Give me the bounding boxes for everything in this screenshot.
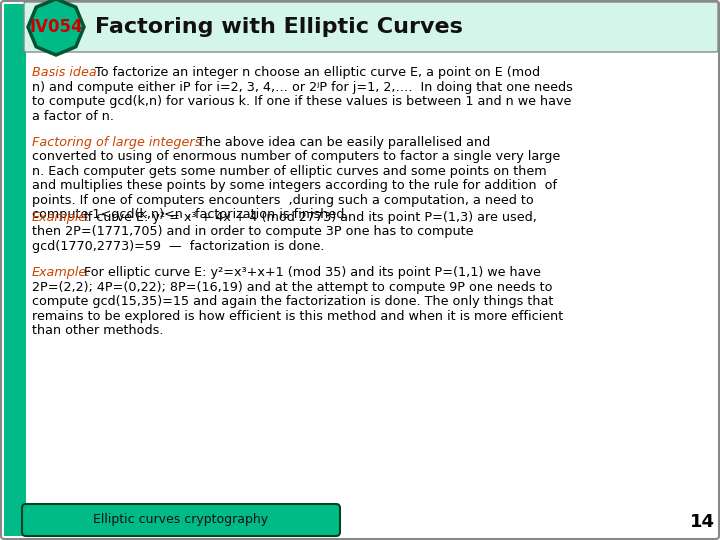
Bar: [4, 4, 26, 536]
Text: gcd(1770,2773)=59  —  factorization is done.: gcd(1770,2773)=59 — factorization is don…: [32, 240, 325, 253]
Text: Example:: Example:: [32, 211, 91, 224]
Text: then 2P=(1771,705) and in order to compute 3P one has to compute: then 2P=(1771,705) and in order to compu…: [32, 226, 474, 239]
Text: 14: 14: [690, 513, 714, 531]
Text: IV054: IV054: [30, 18, 83, 36]
Text: points. If one of computers encounters  ,during such a computation, a need to: points. If one of computers encounters ,…: [32, 194, 534, 207]
Text: To factorize an integer n choose an elliptic curve E, a point on E (mod: To factorize an integer n choose an elli…: [95, 66, 540, 79]
Text: The above idea can be easily parallelised and: The above idea can be easily parallelise…: [197, 136, 490, 148]
Polygon shape: [28, 0, 84, 55]
Text: and multiplies these points by some integers according to the rule for addition : and multiplies these points by some inte…: [32, 179, 557, 192]
Text: Basis idea:: Basis idea:: [32, 66, 101, 79]
Text: n) and compute either iP for i=2, 3, 4,… or 2ʲP for j=1, 2,….  In doing that one: n) and compute either iP for i=2, 3, 4,……: [32, 80, 573, 93]
Text: converted to using of enormous number of computers to factor a single very large: converted to using of enormous number of…: [32, 150, 560, 163]
Text: Elliptic curves cryptography: Elliptic curves cryptography: [94, 514, 269, 526]
FancyBboxPatch shape: [22, 504, 340, 536]
Text: For elliptic curve E: y²=x³+x+1 (mod 35) and its point P=(1,1) we have: For elliptic curve E: y²=x³+x+1 (mod 35)…: [84, 266, 541, 279]
Text: to compute gcd(k,n) for various k. If one if these values is between 1 and n we : to compute gcd(k,n) for various k. If on…: [32, 95, 572, 108]
Text: a factor of n.: a factor of n.: [32, 110, 114, 123]
Text: remains to be explored is how efficient is this method and when it is more effic: remains to be explored is how efficient …: [32, 309, 563, 322]
Text: compute gcd(15,35)=15 and again the factorization is done. The only things that: compute gcd(15,35)=15 and again the fact…: [32, 295, 554, 308]
Text: Factoring of large integers:: Factoring of large integers:: [32, 136, 205, 148]
Text: than other methods.: than other methods.: [32, 324, 163, 337]
FancyBboxPatch shape: [24, 2, 718, 52]
Text: n. Each computer gets some number of elliptic curves and some points on them: n. Each computer gets some number of ell…: [32, 165, 546, 178]
Text: If curve E: y² = x³ + 4x + 4 (mod 2773) and its point P=(1,3) are used,: If curve E: y² = x³ + 4x + 4 (mod 2773) …: [84, 211, 537, 224]
Text: compute 1<gcd(k,n)<n , factorization is finished.: compute 1<gcd(k,n)<n , factorization is …: [32, 208, 348, 221]
Text: Factoring with Elliptic Curves: Factoring with Elliptic Curves: [95, 17, 463, 37]
Text: 2P=(2,2); 4P=(0,22); 8P=(16,19) and at the attempt to compute 9P one needs to: 2P=(2,2); 4P=(0,22); 8P=(16,19) and at t…: [32, 281, 552, 294]
Text: Example:: Example:: [32, 266, 91, 279]
